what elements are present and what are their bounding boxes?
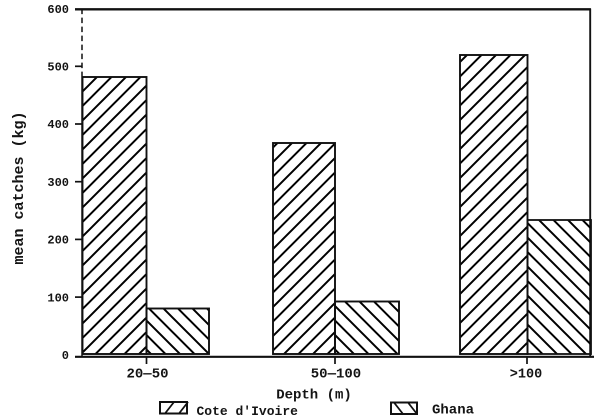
svg-text:>100: >100: [510, 368, 542, 383]
svg-text:0: 0: [62, 349, 69, 363]
svg-text:300: 300: [47, 176, 69, 190]
svg-text:Depth (m): Depth (m): [276, 388, 352, 404]
svg-text:600: 600: [47, 3, 69, 17]
svg-text:100: 100: [47, 291, 69, 305]
svg-text:Ghana: Ghana: [432, 403, 475, 419]
svg-text:mean catches (kg): mean catches (kg): [11, 111, 28, 264]
svg-text:400: 400: [47, 118, 69, 132]
svg-text:20—50: 20—50: [126, 367, 168, 383]
svg-text:Cote d'Ivoire: Cote d'Ivoire: [197, 404, 299, 419]
svg-text:200: 200: [47, 234, 69, 248]
svg-text:50—100: 50—100: [311, 367, 361, 383]
svg-text:500: 500: [47, 61, 69, 75]
